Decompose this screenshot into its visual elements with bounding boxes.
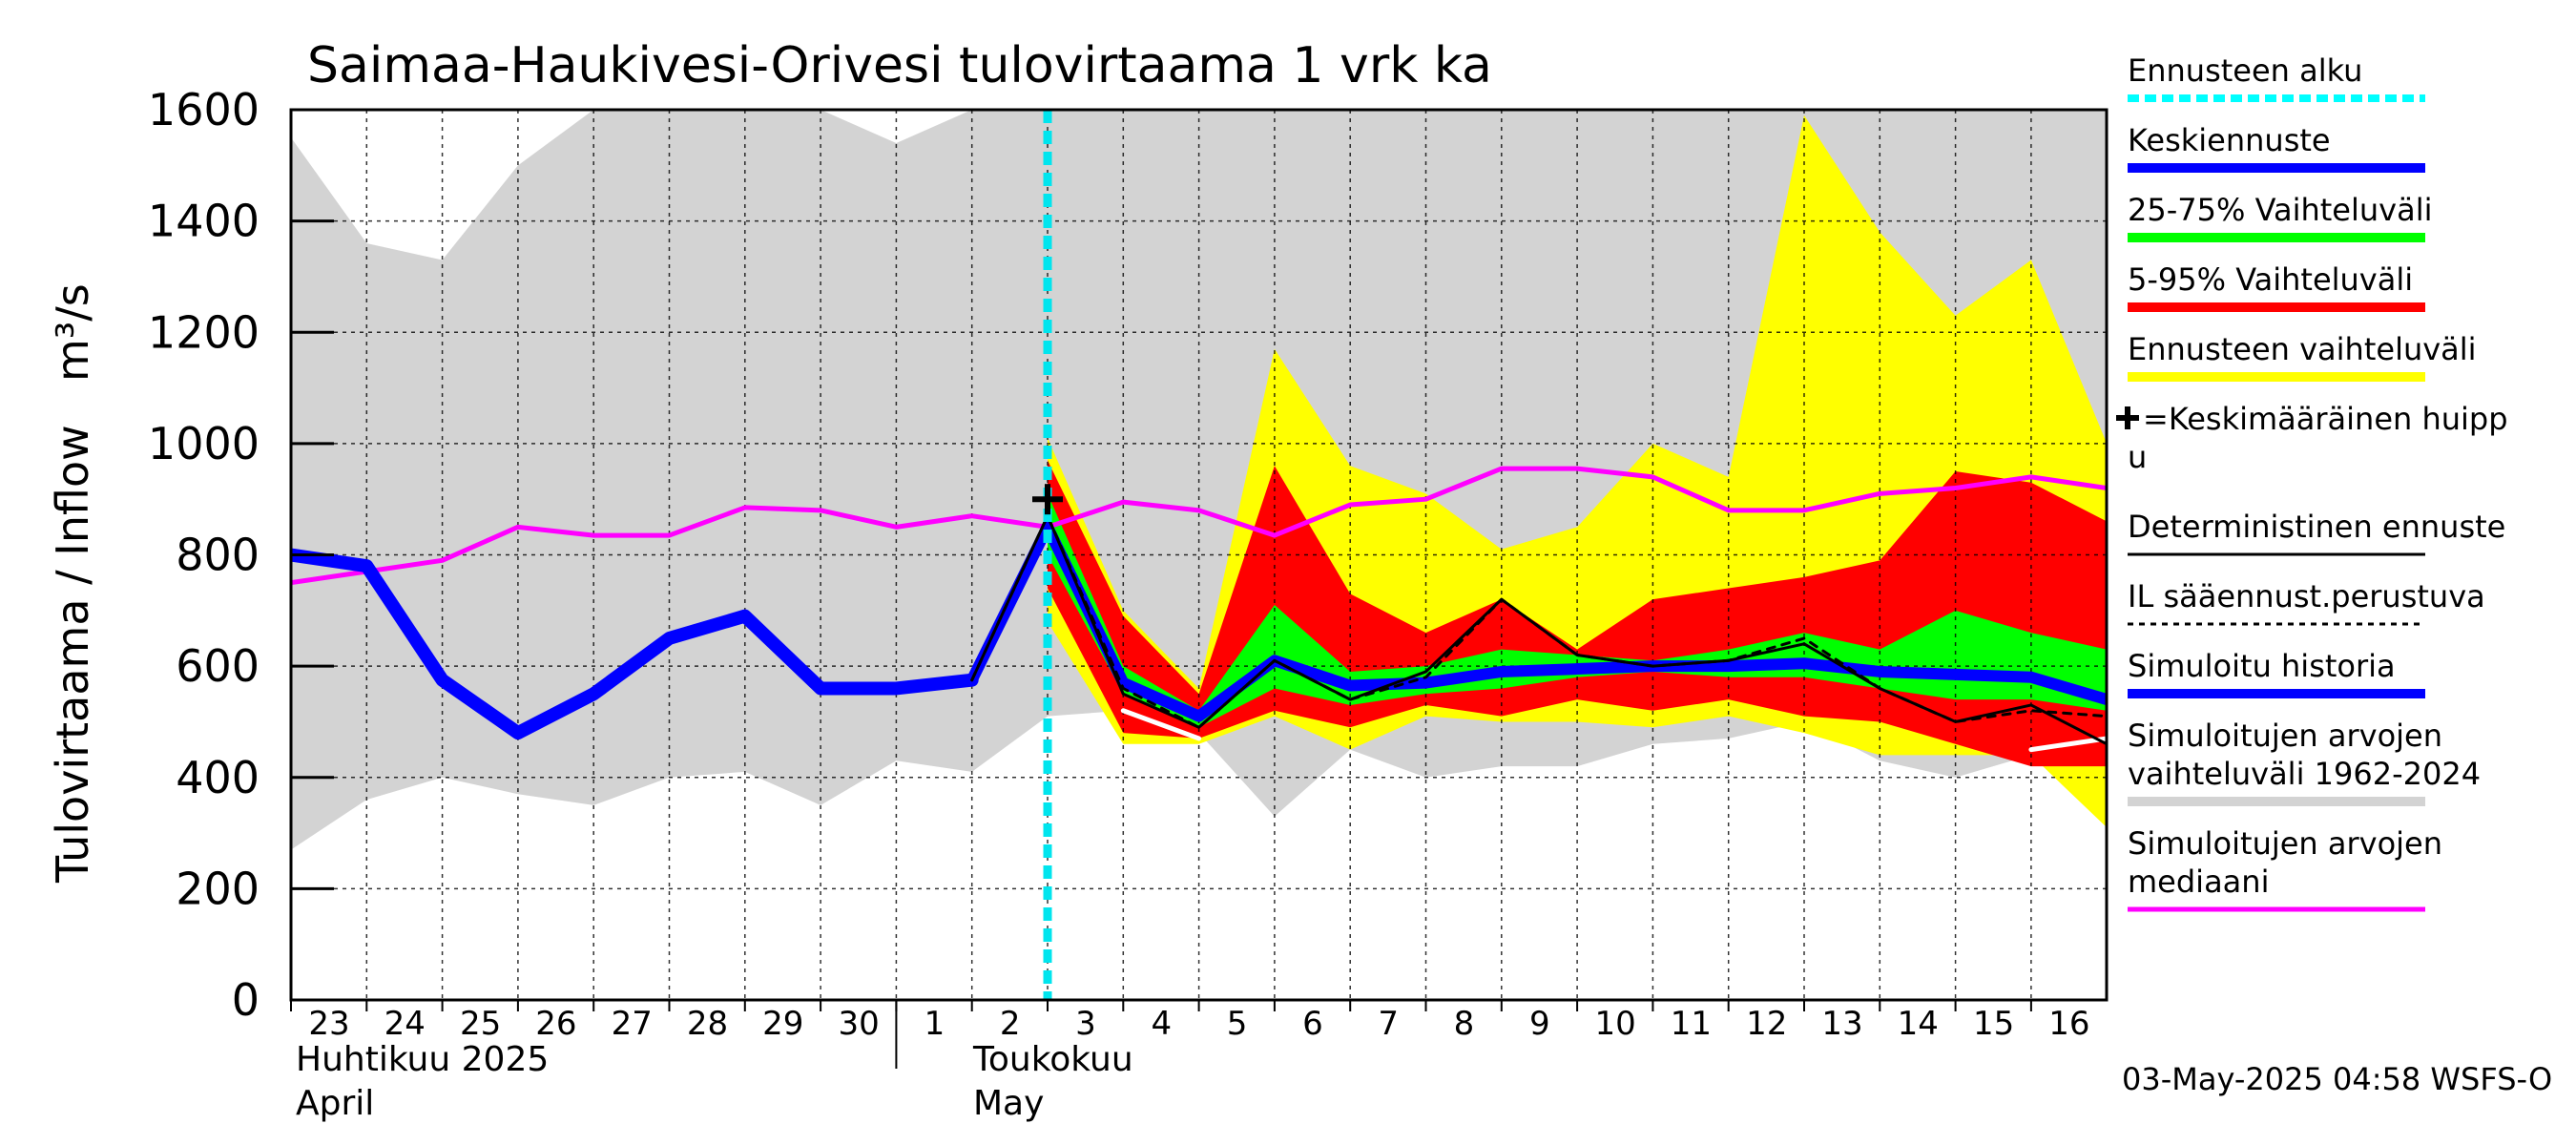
x-tick-label-9: 2 bbox=[1000, 1005, 1021, 1043]
x-tick-label-5: 28 bbox=[687, 1005, 728, 1043]
x-tick-label-17: 10 bbox=[1594, 1005, 1635, 1043]
x-tick-label-14: 7 bbox=[1378, 1005, 1399, 1043]
x-tick-label-22: 15 bbox=[1973, 1005, 2014, 1043]
legend-label-5: =Keskimääräinen huipp bbox=[2143, 401, 2508, 437]
legend-label-0: Ennusteen alku bbox=[2128, 52, 2362, 89]
legend-label-2: 25-75% Vaihteluväli bbox=[2128, 192, 2432, 228]
month-label-may-fi: Toukokuu bbox=[972, 1040, 1133, 1079]
month-label-may-en: May bbox=[973, 1084, 1044, 1123]
x-tick-label-2: 25 bbox=[460, 1005, 501, 1043]
series-line-1-1 bbox=[2028, 736, 2107, 753]
footer-timestamp: 03-May-2025 04:58 WSFS-O bbox=[2122, 1061, 2552, 1097]
x-tick-label-10: 3 bbox=[1075, 1005, 1096, 1043]
legend-label-6: Deterministinen ennuste bbox=[2128, 509, 2505, 545]
series-line-3-0 bbox=[966, 521, 2107, 722]
series-line-5-0 bbox=[970, 514, 2107, 746]
x-tick-label-19: 12 bbox=[1746, 1005, 1787, 1043]
x-tick-label-3: 26 bbox=[535, 1005, 576, 1043]
x-tick-label-11: 4 bbox=[1151, 1005, 1172, 1043]
x-tick-label-20: 13 bbox=[1821, 1005, 1862, 1043]
y-tick-label-4: 800 bbox=[176, 530, 260, 581]
x-tick-label-15: 8 bbox=[1454, 1005, 1475, 1043]
x-tick-label-4: 27 bbox=[612, 1005, 653, 1043]
month-label-april-en: April bbox=[296, 1084, 374, 1123]
series-line-2-0 bbox=[291, 548, 979, 740]
x-tick-label-13: 6 bbox=[1302, 1005, 1323, 1043]
y-tick-label-6: 1200 bbox=[148, 306, 260, 358]
x-tick-label-1: 24 bbox=[384, 1005, 426, 1043]
y-tick-label-5: 1000 bbox=[148, 418, 260, 469]
legend-label2-5: u bbox=[2128, 439, 2147, 475]
markers-layer bbox=[1032, 110, 1063, 1000]
legend-label-9: Simuloitujen arvojen bbox=[2128, 718, 2442, 754]
lines-layer bbox=[291, 466, 2107, 753]
legend-label2-10: mediaani bbox=[2128, 864, 2269, 900]
y-axis-unit: m³/s bbox=[47, 283, 98, 382]
x-tick-label-0: 23 bbox=[308, 1005, 349, 1043]
legend: Ennusteen alku Keskiennuste 25-75% Vaihtel… bbox=[2116, 52, 2508, 912]
x-tick-label-8: 1 bbox=[924, 1005, 945, 1043]
x-tick-label-16: 9 bbox=[1529, 1005, 1550, 1043]
y-tick-label-0: 0 bbox=[232, 974, 260, 1026]
y-tick-label-1: 200 bbox=[176, 863, 260, 914]
y-tick-label-7: 1400 bbox=[148, 196, 260, 247]
series-line-0-0 bbox=[291, 466, 2107, 586]
chart-title: Saimaa-Haukivesi-Orivesi tulovirtaama 1 … bbox=[307, 37, 1492, 94]
x-tick-label-18: 11 bbox=[1671, 1005, 1712, 1043]
legend-label2-9: vaihteluväli 1962-2024 bbox=[2128, 756, 2481, 792]
legend-label-3: 5-95% Vaihteluväli bbox=[2128, 261, 2413, 298]
series-line-1-0 bbox=[1120, 708, 1202, 741]
y-tick-label-8: 1600 bbox=[148, 84, 260, 135]
x-tick-label-7: 30 bbox=[838, 1005, 879, 1043]
y-tick-label-3: 600 bbox=[176, 640, 260, 692]
x-tick-label-21: 14 bbox=[1898, 1005, 1939, 1043]
x-tick-label-6: 29 bbox=[762, 1005, 803, 1043]
legend-label-1: Keskiennuste bbox=[2128, 122, 2331, 158]
legend-label-8: Simuloitu historia bbox=[2128, 648, 2396, 684]
legend-label-4: Ennusteen vaihteluväli bbox=[2128, 331, 2477, 367]
x-tick-label-23: 16 bbox=[2048, 1005, 2089, 1043]
x-tick-label-12: 5 bbox=[1227, 1005, 1248, 1043]
y-tick-label-2: 400 bbox=[176, 752, 260, 803]
legend-label-10: Simuloitujen arvojen bbox=[2128, 825, 2442, 862]
legend-label-7: IL sääennust.perustuva bbox=[2128, 578, 2485, 614]
y-axis-label: Tulovirtaama / Inflow bbox=[47, 425, 98, 884]
month-label-april-fi: Huhtikuu 2025 bbox=[296, 1040, 549, 1079]
